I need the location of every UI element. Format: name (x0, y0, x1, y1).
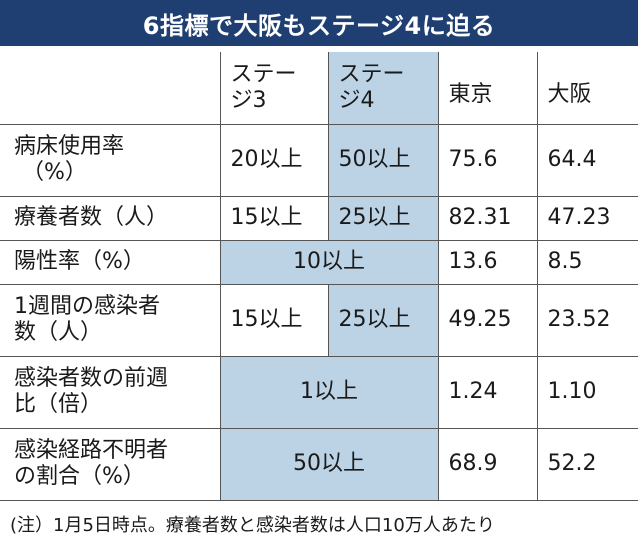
osaka-value: 23.52 (536, 283, 638, 357)
row-label-line1: 病床使用率 (14, 134, 125, 159)
row-label-line2: 比（倍） (14, 392, 103, 417)
row-label: 療養者数（人） (0, 195, 221, 241)
row-label-line2: （%） (22, 160, 87, 185)
header-stage3-line1: ステー (230, 61, 297, 87)
header-osaka: 大阪 (536, 52, 638, 125)
merged-stage-value: 50以上 (219, 427, 439, 501)
tokyo-value: 49.25 (437, 283, 538, 357)
row-label: 感染経路不明者 の割合（%） (0, 427, 221, 501)
table-row: 陽性率（%） 10以上 13.6 8.5 (0, 239, 638, 285)
header-stage4-line1: ステー (338, 61, 405, 87)
merged-stage-value: 10以上 (219, 239, 439, 285)
table-row: 病床使用率 （%） 20以上 50以上 75.6 64.4 (0, 123, 638, 197)
tokyo-value: 75.6 (437, 123, 538, 197)
tokyo-value: 82.31 (437, 195, 538, 241)
row-label: 病床使用率 （%） (0, 123, 221, 197)
tokyo-value: 1.24 (437, 355, 538, 429)
osaka-value: 64.4 (536, 123, 638, 197)
row-label-line2: の割合（%） (14, 464, 145, 489)
row-label-line2: 数（人） (14, 320, 103, 345)
osaka-value: 52.2 (536, 427, 638, 501)
header-stage4-line2: ジ4 (338, 87, 375, 113)
tokyo-value: 68.9 (437, 427, 538, 501)
row-label: 感染者数の前週 比（倍） (0, 355, 221, 429)
table-title: 6指標で大阪もステージ4に迫る (0, 0, 638, 46)
row-label: 1週間の感染者 数（人） (0, 283, 221, 357)
merged-stage-value: 1以上 (219, 355, 439, 429)
osaka-value: 47.23 (536, 195, 638, 241)
stage4-value: 25以上 (327, 283, 439, 357)
stage4-value: 25以上 (327, 195, 439, 241)
row-label-line1: 感染経路不明者 (14, 438, 169, 463)
stage3-value: 15以上 (219, 283, 329, 357)
header-stage3-line2: ジ3 (230, 87, 267, 113)
table-header-row: ステー ジ3 ステー ジ4 東京 大阪 (0, 52, 638, 125)
osaka-value: 1.10 (536, 355, 638, 429)
table-row: 療養者数（人） 15以上 25以上 82.31 47.23 (0, 195, 638, 241)
stage-indicator-table: ステー ジ3 ステー ジ4 東京 大阪 病床使用率 （%） 20以上 50以上 … (0, 52, 638, 501)
footnote: (注）1月5日時点。療養者数と感染者数は人口10万人あたり (10, 515, 495, 536)
osaka-value: 8.5 (536, 239, 638, 285)
stage3-value: 20以上 (219, 123, 329, 197)
row-label-line1: 感染者数の前週 (14, 366, 169, 391)
header-stage3: ステー ジ3 (219, 52, 329, 125)
header-tokyo: 東京 (437, 52, 538, 125)
table-row: 感染経路不明者 の割合（%） 50以上 68.9 52.2 (0, 427, 638, 501)
table-row: 感染者数の前週 比（倍） 1以上 1.24 1.10 (0, 355, 638, 429)
header-stage4: ステー ジ4 (327, 52, 439, 125)
stage3-value: 15以上 (219, 195, 329, 241)
row-label-line1: 1週間の感染者 (14, 294, 160, 319)
row-label: 陽性率（%） (0, 239, 221, 285)
table-row: 1週間の感染者 数（人） 15以上 25以上 49.25 23.52 (0, 283, 638, 357)
tokyo-value: 13.6 (437, 239, 538, 285)
header-blank (0, 52, 221, 125)
stage4-value: 50以上 (327, 123, 439, 197)
